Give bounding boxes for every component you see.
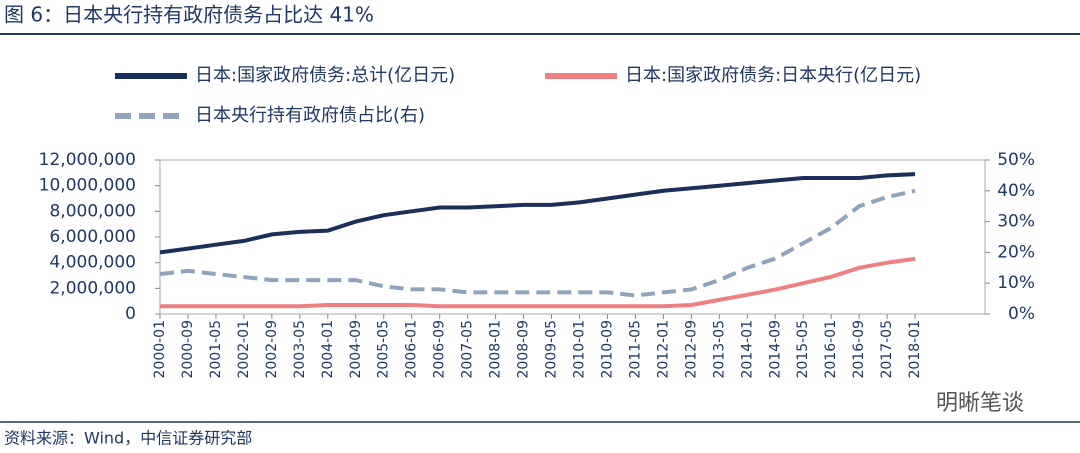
x-tick-label: 2010-01 (571, 320, 587, 379)
x-tick-label: 2016-01 (823, 320, 839, 379)
y-tick-label: 10,000,000 (39, 176, 136, 196)
x-tick-label: 2002-09 (264, 320, 280, 379)
y2-tick-label: 20% (997, 242, 1035, 262)
x-tick-label: 2012-01 (655, 320, 671, 379)
y2-tick-label: 30% (997, 212, 1035, 232)
x-tick-label: 2018-01 (907, 320, 923, 379)
x-tick-label: 2014-01 (739, 320, 755, 379)
watermark: 明晰笔谈 (936, 391, 1024, 416)
plot-frame (159, 159, 986, 315)
x-tick-label: 2017-05 (879, 320, 895, 379)
x-tick-label: 2007-05 (460, 320, 476, 379)
x-tick-label: 2013-05 (711, 320, 727, 379)
y2-tick-label: 50% (997, 150, 1035, 170)
legend-label: 日本:国家政府债务:日本央行(亿日元) (625, 65, 921, 86)
y2-tick-label: 10% (997, 273, 1035, 293)
x-tick-label: 2001-05 (208, 320, 224, 379)
x-tick-label: 2014-09 (767, 320, 783, 379)
y-tick-label: 0 (125, 304, 136, 324)
x-tick-label: 2009-05 (544, 320, 560, 379)
y2-tick-label: 0% (1008, 304, 1035, 324)
x-tick-label: 2012-09 (683, 320, 699, 379)
source-note: 资料来源：Wind，中信证券研究部 (4, 429, 252, 448)
x-tick-label: 2000-09 (180, 320, 196, 379)
y-tick-label: 2,000,000 (49, 278, 136, 298)
x-tick-label: 2006-09 (432, 320, 448, 379)
x-tick-label: 2004-09 (348, 320, 364, 379)
x-tick-label: 2006-01 (404, 320, 420, 379)
legend-label: 日本央行持有政府债占比(右) (195, 105, 425, 126)
series-line (160, 256, 916, 309)
x-tick-label: 2016-09 (851, 320, 867, 379)
x-tick-label: 2005-05 (376, 320, 392, 379)
legend-label: 日本:国家政府债务:总计(亿日元) (195, 65, 455, 86)
y-tick-label: 6,000,000 (49, 227, 136, 247)
series-line (159, 172, 916, 255)
x-tick-label: 2008-01 (488, 320, 504, 379)
y-tick-label: 8,000,000 (49, 201, 136, 221)
x-tick-label: 2008-09 (516, 320, 532, 379)
chart-title: 图 6：日本央行持有政府债务占比达 41% (4, 3, 374, 27)
x-tick-label: 2003-05 (292, 320, 308, 379)
x-tick-label: 2002-01 (236, 320, 252, 379)
x-tick-label: 2011-05 (627, 320, 643, 379)
series-line (159, 188, 916, 298)
x-tick-label: 2015-05 (795, 320, 811, 379)
y-tick-label: 4,000,000 (49, 253, 136, 273)
x-tick-label: 2000-01 (152, 320, 168, 379)
x-tick-label: 2004-01 (320, 320, 336, 379)
y-tick-label: 12,000,000 (39, 150, 136, 170)
x-tick-label: 2010-09 (599, 320, 615, 379)
y2-tick-label: 40% (997, 181, 1035, 201)
